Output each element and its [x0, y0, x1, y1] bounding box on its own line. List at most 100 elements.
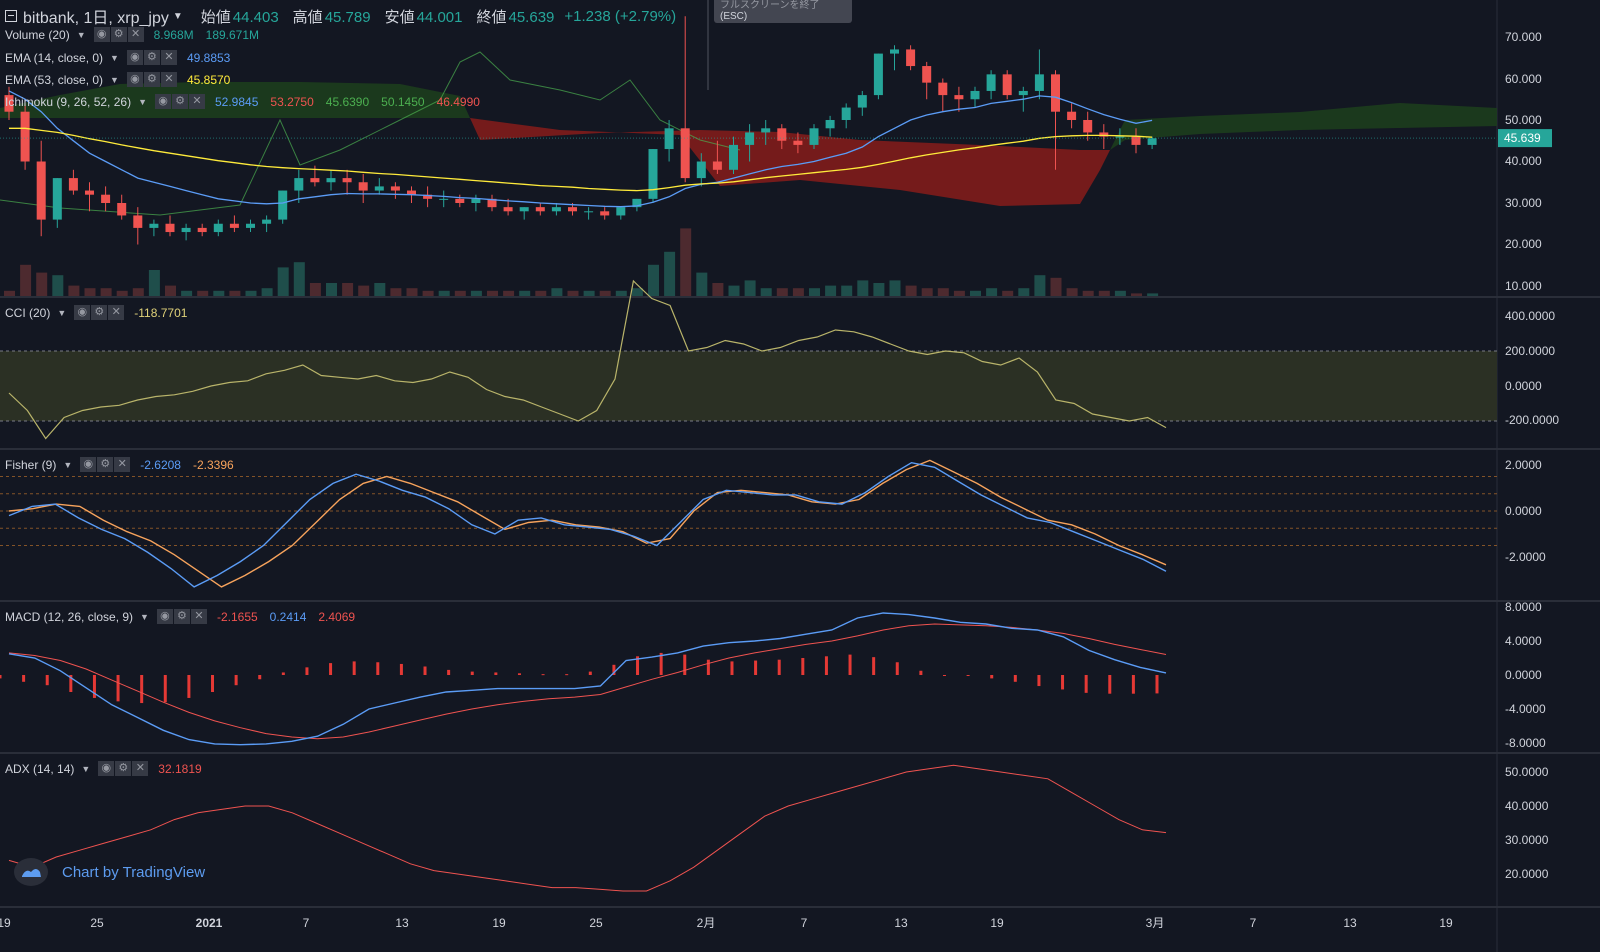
volume-bar — [1098, 290, 1110, 296]
macd-hist-bar — [163, 675, 167, 703]
volume-bar — [905, 285, 917, 296]
eye-icon[interactable]: ◉ — [126, 50, 143, 65]
candle — [1099, 124, 1109, 150]
eye-icon[interactable]: ◉ — [98, 761, 115, 776]
chevron-down-icon[interactable]: ▼ — [110, 52, 119, 63]
candle — [584, 207, 594, 220]
gear-icon[interactable]: ⚙ — [110, 27, 127, 42]
candle — [487, 194, 497, 212]
candle — [890, 45, 899, 71]
eye-icon[interactable]: ◉ — [126, 72, 143, 87]
chevron-down-icon[interactable]: ▼ — [63, 459, 73, 470]
candle-body — [1099, 132, 1109, 137]
gear-icon[interactable]: ⚙ — [143, 50, 160, 65]
candle-body — [600, 211, 610, 216]
chevron-down-icon[interactable]: ▼ — [140, 611, 149, 622]
candle — [4, 86, 14, 120]
y-tick-label: 0.0000 — [1505, 379, 1542, 393]
candle-series — [4, 16, 1157, 245]
eye-icon[interactable]: ◉ — [156, 609, 173, 624]
symbol-title[interactable]: bitbank, 1日, xrp_jpy — [23, 10, 169, 27]
candle — [471, 194, 481, 212]
chevron-down-icon[interactable]: ▼ — [81, 763, 91, 774]
gear-icon[interactable]: ⚙ — [115, 761, 132, 776]
legend-value: -118.7701 — [134, 305, 188, 320]
close-icon[interactable]: ✕ — [127, 27, 144, 42]
volume-bar — [470, 290, 482, 296]
close-icon[interactable]: ✕ — [160, 50, 177, 65]
gear-icon[interactable]: ⚙ — [143, 72, 160, 87]
chevron-down-icon[interactable]: ▼ — [138, 96, 147, 107]
candle-body — [246, 223, 255, 228]
gear-icon[interactable]: ⚙ — [91, 305, 108, 320]
volume-bar — [889, 280, 901, 296]
candle-body — [487, 198, 497, 208]
candle-body — [648, 149, 658, 199]
candle-body — [1067, 111, 1077, 120]
close-icon[interactable]: ✕ — [190, 609, 207, 624]
legend-label[interactable]: EMA (14, close, 0) — [5, 50, 104, 65]
legend-label[interactable]: Ichimoku (9, 26, 52, 26) — [5, 94, 132, 109]
candle — [841, 103, 851, 129]
legend-label[interactable]: ADX (14, 14) — [5, 761, 75, 776]
volume-bar — [1034, 275, 1046, 296]
legend-label[interactable]: CCI (20) — [5, 305, 51, 320]
pane-macd — [0, 602, 1497, 752]
eye-icon[interactable]: ◉ — [74, 305, 91, 320]
volume-bar — [680, 228, 692, 296]
chevron-down-icon[interactable]: ▼ — [110, 74, 119, 85]
legend-value: 45.6390 — [325, 94, 370, 109]
candle-body — [729, 144, 738, 170]
close-icon[interactable]: ✕ — [132, 761, 149, 776]
y-tick-label: 8.0000 — [1505, 600, 1542, 614]
candle-body — [358, 182, 368, 191]
candle — [52, 178, 62, 228]
legend-cci[interactable]: CCI (20) ▼ ◉ ⚙ ✕ -118.7701 — [5, 305, 195, 320]
macd-hist-bar — [872, 657, 876, 675]
gear-icon[interactable]: ⚙ — [172, 94, 188, 109]
y-tick-label: -4.0000 — [1505, 702, 1546, 716]
legend-macd[interactable]: MACD (12, 26, close, 9) ▼ ◉ ⚙ ✕ -2.1655 0.2414… — [5, 609, 363, 624]
eye-icon[interactable]: ◉ — [93, 27, 110, 42]
legend-label[interactable]: Fisher (9) — [5, 457, 57, 472]
legend-ema53[interactable]: EMA (53, close, 0) ▼ ◉ ⚙ ✕ 45.8570 — [5, 72, 238, 87]
legend-label[interactable]: EMA (53, close, 0) — [5, 72, 104, 87]
collapse-icon[interactable] — [5, 10, 17, 22]
macd-hist-bar — [895, 662, 899, 675]
legend-volume[interactable]: Volume (20) ▼ ◉ ⚙ ✕ 8.968M 189.671M — [5, 27, 267, 42]
macd-hist-bar — [258, 675, 262, 680]
legend-label[interactable]: Volume (20) — [5, 27, 70, 42]
volume-bar — [165, 285, 176, 296]
close-icon[interactable]: ✕ — [189, 94, 205, 109]
legend-ichimoku[interactable]: Ichimoku (9, 26, 52, 26) ▼ ◉ ⚙ ✕ 52.9845 53.27… — [5, 94, 488, 109]
candle — [101, 186, 111, 212]
candle — [68, 169, 78, 195]
chevron-down-icon[interactable]: ▼ — [76, 29, 86, 40]
macd-hist-bar — [140, 675, 144, 704]
legend-fisher[interactable]: Fisher (9) ▼ ◉ ⚙ ✕ -2.6208 -2.3396 — [5, 457, 242, 472]
eye-icon[interactable]: ◉ — [155, 94, 171, 109]
ichimoku-cloud — [0, 51, 1497, 216]
macd-hist-bar — [730, 661, 734, 675]
candle-body — [455, 198, 465, 203]
candle-body — [117, 203, 127, 216]
legend-adx[interactable]: ADX (14, 14) ▼ ◉ ⚙ ✕ 32.1819 — [5, 761, 210, 776]
gear-icon[interactable]: ⚙ — [97, 457, 114, 472]
legend-value: 46.4990 — [436, 94, 480, 109]
close-icon[interactable]: ✕ — [160, 72, 177, 87]
chevron-down-icon[interactable]: ▼ — [172, 10, 183, 22]
close-icon[interactable]: ✕ — [114, 457, 131, 472]
volume-bar — [776, 288, 788, 296]
close-icon[interactable]: ✕ — [108, 305, 125, 320]
legend-ema14[interactable]: EMA (14, close, 0) ▼ ◉ ⚙ ✕ 49.8853 — [5, 50, 238, 65]
chevron-down-icon[interactable]: ▼ — [57, 307, 67, 318]
eye-icon[interactable]: ◉ — [80, 457, 97, 472]
tradingview-brand[interactable]: Chart by TradingView — [14, 858, 205, 886]
legend-label[interactable]: MACD (12, 26, close, 9) — [5, 609, 134, 624]
gear-icon[interactable]: ⚙ — [173, 609, 190, 624]
candle — [793, 132, 803, 154]
volume-bar — [1002, 290, 1014, 296]
volume-bar — [567, 290, 579, 296]
ohlc-readout: 始値 44.403 高値 45.789 安値 44.001 終値 45.639 — [187, 6, 555, 27]
